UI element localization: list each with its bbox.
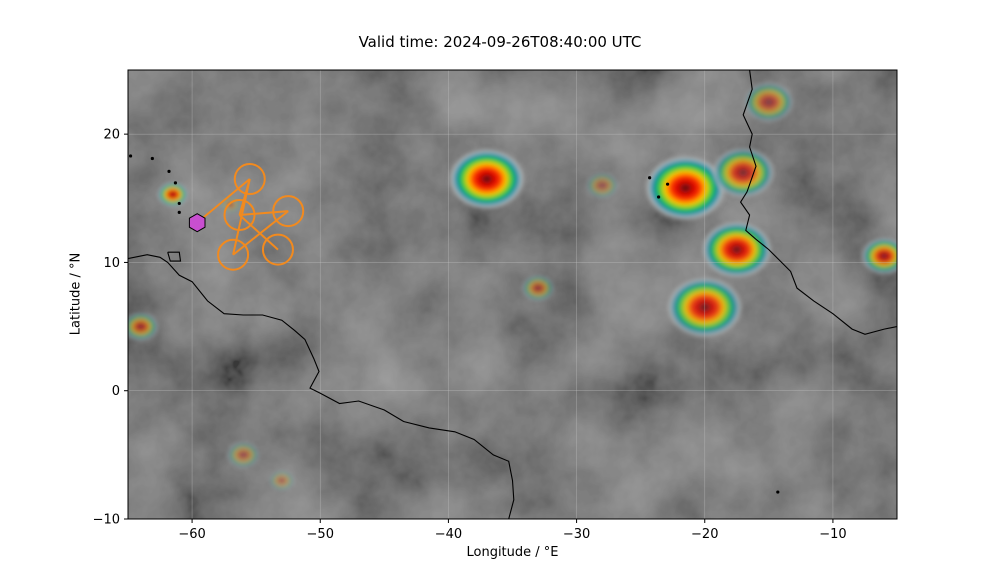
plot-frame bbox=[127, 69, 898, 520]
flight-leg bbox=[238, 214, 279, 251]
flight-circle bbox=[272, 195, 305, 228]
island bbox=[173, 181, 178, 185]
chart-title: Valid time: 2024-09-26T08:40:00 UTC bbox=[358, 33, 642, 51]
x-tick-label: −30 bbox=[563, 527, 590, 542]
convective-cloud bbox=[585, 172, 619, 199]
flight-circle bbox=[233, 163, 266, 196]
island bbox=[657, 195, 661, 199]
flight-circle bbox=[217, 238, 250, 271]
x-tick-label: −10 bbox=[819, 527, 846, 542]
x-tick-label: −50 bbox=[307, 527, 334, 542]
island bbox=[150, 156, 154, 161]
convective-cloud bbox=[743, 81, 795, 123]
y-tick-label: −10 bbox=[93, 513, 120, 528]
convective-cloud bbox=[711, 146, 776, 199]
plot-area bbox=[128, 70, 897, 519]
y-tick-label: 10 bbox=[103, 256, 120, 271]
convective-cloud bbox=[128, 312, 159, 341]
y-tick-label: 0 bbox=[112, 384, 120, 399]
island bbox=[177, 210, 181, 214]
convective-cloud bbox=[157, 182, 189, 207]
y-axis-label: Latitude / °N bbox=[68, 252, 84, 336]
flight-circle bbox=[223, 198, 256, 231]
x-tick-label: −60 bbox=[178, 527, 205, 542]
convective-cloud bbox=[268, 470, 295, 491]
coastline bbox=[128, 254, 515, 519]
convective-cloud bbox=[644, 155, 727, 221]
convective-cloud bbox=[448, 148, 526, 210]
airport-marker bbox=[188, 213, 206, 233]
x-tick-label: −40 bbox=[435, 527, 462, 542]
flight-circle bbox=[261, 233, 294, 266]
cloud-texture bbox=[128, 70, 897, 519]
island bbox=[128, 154, 133, 158]
flight-leg bbox=[196, 178, 251, 224]
island bbox=[177, 201, 181, 206]
island bbox=[665, 182, 670, 186]
y-tick-label: 20 bbox=[103, 128, 120, 143]
cloud-dimmer bbox=[128, 70, 897, 519]
convective-cloud bbox=[521, 274, 555, 302]
convective-cloud bbox=[861, 237, 897, 275]
convective-cloud bbox=[220, 196, 241, 213]
flight-leg bbox=[232, 210, 289, 256]
coastline bbox=[739, 70, 897, 335]
convective-cloud bbox=[226, 441, 261, 469]
x-axis-label: Longitude / °E bbox=[466, 545, 559, 560]
island bbox=[648, 176, 652, 180]
island bbox=[167, 169, 171, 173]
convective-cloud bbox=[700, 220, 773, 279]
x-tick-label: −20 bbox=[691, 527, 718, 542]
coastline bbox=[167, 251, 182, 262]
island bbox=[776, 490, 780, 494]
flight-leg bbox=[239, 210, 289, 216]
